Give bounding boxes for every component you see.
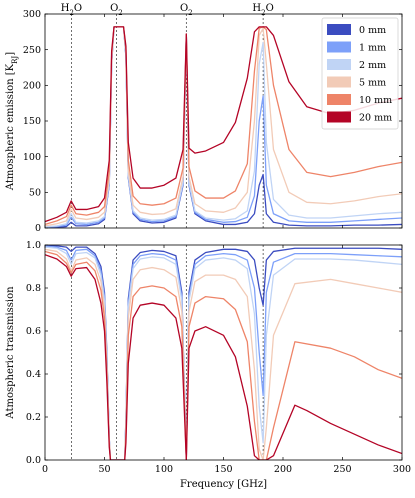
y-axis-label: Atmospheric emission [KRJ]	[5, 52, 19, 191]
x-tick-label: 100	[155, 464, 173, 475]
y-tick-label: 1.0	[26, 240, 41, 251]
transmission-panel: 0.0 0.2 0.4 0.6 0.8 1.0 0 50 100 150 200 250 300 Atmo…	[5, 240, 411, 490]
legend-swatch-5-mm	[327, 76, 351, 88]
series-group	[45, 245, 402, 460]
legend-swatch-2-mm	[327, 59, 351, 70]
x-tick-label: 0	[42, 464, 48, 475]
y-tick-label: 0.8	[26, 283, 41, 294]
molecule-label-0: H2O	[61, 3, 82, 17]
x-tick-label: 150	[214, 464, 232, 475]
series-line-0-mm	[45, 245, 402, 460]
x-tick-label: 300	[393, 464, 411, 475]
x-tick-label: 250	[333, 464, 351, 475]
series-line-2-mm	[45, 246, 402, 460]
series-line-2-mm	[45, 26, 402, 228]
y-axis-label: Atmospheric transmission	[5, 286, 16, 420]
series-line-20-mm	[45, 254, 402, 460]
legend-swatch-10-mm	[327, 94, 351, 105]
y-tick-label: 0.6	[26, 326, 41, 337]
molecule-label-2: O2	[180, 3, 193, 17]
series-line-10-mm	[45, 250, 402, 460]
x-tick-label: 50	[98, 464, 110, 475]
legend-label-20-mm: 20 mm	[359, 113, 392, 124]
y-tick-label: 150	[23, 116, 41, 127]
series-line-20-mm	[45, 26, 402, 223]
legend-swatch-1-mm	[327, 41, 351, 53]
legend-label-5-mm: 5 mm	[359, 78, 386, 89]
y-tick-label: 300	[23, 9, 41, 20]
y-tick-label: 0.0	[26, 455, 41, 466]
y-tick-label: 0.4	[26, 369, 41, 380]
legend-swatch-20-mm	[327, 111, 351, 123]
molecule-label-3: H2O	[252, 3, 273, 17]
series-line-5-mm	[45, 248, 402, 460]
y-tick-label: 0.2	[26, 412, 41, 423]
legend-label-10-mm: 10 mm	[359, 95, 392, 106]
series-line-10-mm	[45, 26, 402, 226]
molecule-label-1: O2	[110, 3, 123, 17]
series-line-1-mm	[45, 245, 402, 460]
y-tick-label: 200	[23, 81, 41, 92]
legend-label-1-mm: 1 mm	[359, 43, 386, 54]
legend-label-2-mm: 2 mm	[359, 60, 386, 71]
series-group	[45, 26, 402, 228]
x-axis-label: Frequency [GHz]	[180, 479, 267, 490]
y-tick-label: 50	[29, 188, 41, 199]
y-tick-label: 0	[35, 223, 41, 234]
series-line-5-mm	[45, 26, 402, 227]
y-tick-label: 100	[23, 152, 41, 163]
axes-frame	[44, 244, 403, 461]
x-tick-label: 200	[274, 464, 292, 475]
y-tick-label: 250	[23, 45, 41, 56]
legend-label-0-mm: 0 mm	[359, 25, 386, 36]
emission-panel: 0 50 100 150 200 250 300 Atmospheric emission […	[5, 3, 403, 234]
legend-swatch-0-mm	[327, 24, 351, 35]
